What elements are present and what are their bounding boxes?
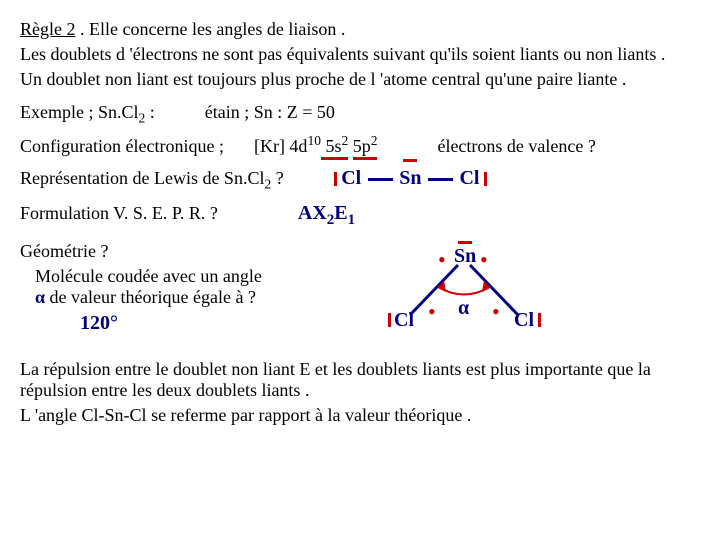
- geometry-answer: Molécule coudée avec un angle α de valeu…: [35, 266, 320, 308]
- lewis-label: Représentation de Lewis de Sn.Cl2 ?: [20, 168, 284, 193]
- line1: Les doublets d 'électrons ne sont pas éq…: [20, 44, 700, 65]
- lone-pair: [538, 313, 541, 327]
- lone-pair: [458, 241, 472, 244]
- sn-atom: Sn: [399, 167, 421, 189]
- lone-pair: [388, 313, 391, 327]
- lone-dot: •: [438, 247, 446, 273]
- lone-pair: [334, 172, 337, 186]
- bond: [428, 178, 453, 181]
- example-label: Exemple ; Sn.Cl2 :: [20, 102, 155, 127]
- alpha-symbol: α: [458, 297, 469, 320]
- lone-dot: •: [480, 247, 488, 273]
- lewis-structure: Cl Sn Cl: [334, 167, 487, 190]
- vsepr-label: Formulation V. S. E. P. R. ?: [20, 203, 218, 224]
- alpha-symbol: α: [35, 287, 45, 307]
- rule-title: Règle 2: [20, 19, 76, 39]
- lone-pair: [484, 172, 487, 186]
- lone-dot: •: [428, 299, 436, 325]
- cl-atom: Cl: [459, 167, 479, 189]
- conclusion1: La répulsion entre le doublet non liant …: [20, 359, 700, 401]
- lone-dot: •: [492, 299, 500, 325]
- conclusion2: L 'angle Cl-Sn-Cl se referme par rapport…: [20, 405, 700, 426]
- cl-atom: Cl: [394, 309, 414, 332]
- config-value: [Kr] 4d10 5s2 5p2: [254, 133, 378, 157]
- bond: [368, 178, 393, 181]
- sn-atom: Sn: [454, 245, 476, 268]
- line2: Un doublet non liant est toujours plus p…: [20, 69, 700, 90]
- vsepr-formula: AX2E1: [298, 202, 355, 229]
- geometry-diagram: Sn • • • • Cl Cl α: [370, 237, 550, 347]
- title-line: Règle 2 . Elle concerne les angles de li…: [20, 19, 700, 40]
- config-label: Configuration électronique ;: [20, 136, 224, 157]
- lone-pair: [403, 159, 417, 162]
- etain-info: étain ; Sn : Z = 50: [205, 102, 335, 123]
- cl-atom: Cl: [514, 309, 534, 332]
- title-rest: . Elle concerne les angles de liaison .: [76, 19, 346, 39]
- valence-question: électrons de valence ?: [437, 136, 595, 157]
- geometry-label: Géométrie ?: [20, 241, 320, 262]
- angle-value: 120°: [80, 312, 320, 335]
- cl-atom: Cl: [341, 167, 361, 189]
